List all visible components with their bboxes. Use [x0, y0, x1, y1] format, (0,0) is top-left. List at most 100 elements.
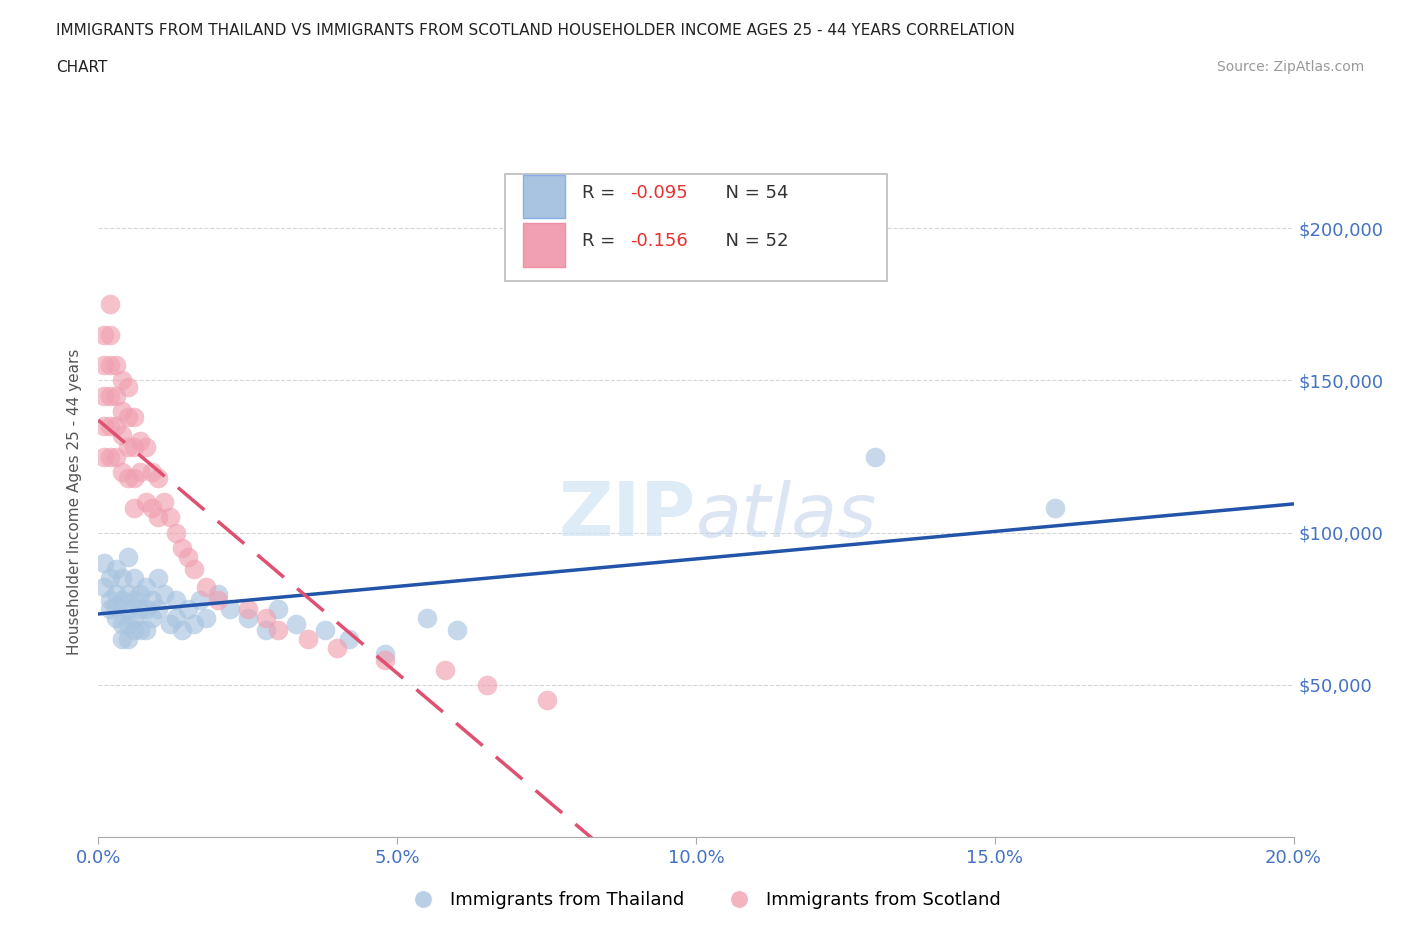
Point [93, 388, 115, 403]
Point [117, 550, 139, 565]
Bar [523, 175, 565, 219]
Point [165, 525, 187, 540]
Point [100, 358, 122, 373]
Point [100, 592, 122, 607]
Point [124, 501, 146, 516]
Point [93, 555, 115, 570]
Point [100, 449, 122, 464]
Point [117, 617, 139, 631]
Bar [523, 223, 565, 267]
Point [475, 677, 498, 692]
Point [111, 592, 134, 607]
Point [141, 464, 163, 479]
Point [148, 510, 170, 525]
Point [105, 418, 128, 433]
Point [135, 495, 157, 510]
Point [100, 388, 122, 403]
Point [165, 610, 187, 625]
Point [219, 602, 242, 617]
Point [434, 662, 457, 677]
Point [100, 571, 122, 586]
Point [117, 379, 139, 394]
Point [124, 471, 146, 485]
FancyBboxPatch shape [505, 174, 887, 281]
Text: -0.095: -0.095 [630, 184, 688, 202]
Point [105, 598, 128, 613]
Point [183, 617, 205, 631]
Point [536, 693, 558, 708]
Point [111, 373, 134, 388]
Point [148, 602, 170, 617]
Point [326, 641, 349, 656]
Point [117, 440, 139, 455]
Point [141, 592, 163, 607]
Point [135, 580, 157, 595]
Point [177, 550, 200, 565]
Point [267, 622, 290, 637]
Point [141, 610, 163, 625]
Point [284, 617, 307, 631]
Point [111, 617, 134, 631]
Point [135, 440, 157, 455]
Text: CHART: CHART [56, 60, 108, 75]
Point [124, 440, 146, 455]
Point [105, 358, 128, 373]
Point [93, 449, 115, 464]
Point [117, 631, 139, 646]
Text: Source: ZipAtlas.com: Source: ZipAtlas.com [1216, 60, 1364, 74]
Point [297, 631, 319, 646]
Point [129, 622, 152, 637]
Text: ZIP: ZIP [558, 479, 696, 552]
Point [100, 602, 122, 617]
Point [195, 580, 218, 595]
Point [207, 592, 229, 607]
Point [183, 562, 205, 577]
Point [124, 592, 146, 607]
Point [117, 586, 139, 601]
Point [111, 404, 134, 418]
Point [111, 464, 134, 479]
Point [93, 358, 115, 373]
Point [254, 622, 277, 637]
Point [172, 540, 194, 555]
Point [135, 622, 157, 637]
Point [129, 602, 152, 617]
Point [117, 471, 139, 485]
Point [124, 571, 146, 586]
Point [117, 409, 139, 424]
Point [254, 610, 277, 625]
Point [93, 327, 115, 342]
Text: IMMIGRANTS FROM THAILAND VS IMMIGRANTS FROM SCOTLAND HOUSEHOLDER INCOME AGES 25 : IMMIGRANTS FROM THAILAND VS IMMIGRANTS F… [56, 23, 1015, 38]
Point [111, 428, 134, 443]
Point [374, 653, 396, 668]
Point [148, 571, 170, 586]
Legend: Immigrants from Thailand, Immigrants from Scotland: Immigrants from Thailand, Immigrants fro… [398, 884, 1008, 916]
Point [236, 610, 259, 625]
Point [153, 495, 176, 510]
Point [148, 471, 170, 485]
Point [93, 418, 115, 433]
Text: R =: R = [582, 232, 621, 250]
Point [195, 610, 218, 625]
Point [141, 501, 163, 516]
Point [207, 586, 229, 601]
Point [105, 562, 128, 577]
Point [111, 631, 134, 646]
Point [159, 617, 181, 631]
Y-axis label: Householder Income Ages 25 - 44 years: Householder Income Ages 25 - 44 years [67, 349, 83, 656]
Point [93, 580, 115, 595]
Point [100, 418, 122, 433]
Point [129, 464, 152, 479]
Point [124, 622, 146, 637]
Text: N = 52: N = 52 [714, 232, 789, 250]
Point [111, 571, 134, 586]
Point [339, 631, 360, 646]
Point [1043, 501, 1066, 516]
Point [124, 409, 146, 424]
Point [117, 602, 139, 617]
Point [105, 388, 128, 403]
Point [105, 586, 128, 601]
Point [124, 610, 146, 625]
Text: -0.156: -0.156 [630, 232, 688, 250]
Point [172, 622, 194, 637]
